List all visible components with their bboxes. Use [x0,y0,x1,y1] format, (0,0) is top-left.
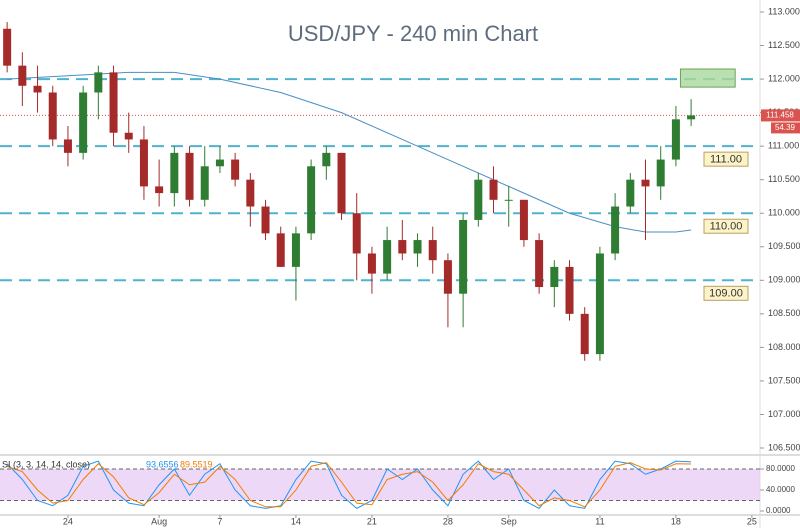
x-tick-label: 7 [217,516,222,526]
candle-body [580,313,589,355]
candle-body [261,206,270,234]
candle-body [459,219,468,294]
candle-body [428,240,437,261]
rsi-tick-label: 40.0000 [766,485,795,494]
candle-body [367,253,376,274]
x-tick-label: Aug [151,516,167,526]
candle-body [3,28,12,66]
moving-average [7,71,692,233]
badge-label: 54.39 [775,123,796,132]
candle-body [139,139,148,187]
candle-body [413,240,422,254]
candle-body [687,115,696,120]
candle-body [276,233,285,267]
candle-body [185,152,194,200]
candle-body [383,240,392,274]
level-label: 111.00 [710,154,742,166]
candle-body [170,152,179,194]
y-tick-label: 110.000 [768,208,800,218]
candle-body [291,233,300,267]
candle-body [200,166,209,200]
level-label-box [703,218,749,234]
x-tick-label: 18 [671,516,681,526]
level-label-box [703,285,749,301]
y-tick-label: 108.500 [768,308,800,318]
candle-body [656,159,665,187]
candle-body [337,152,346,214]
candle-body [33,85,42,93]
rsi-value-label: 93.6556 [146,459,179,469]
y-tick-label: 111.000 [768,141,799,151]
candle-body [504,199,513,201]
candle-body [352,213,361,254]
candle-body [155,186,164,194]
candle-body [307,166,316,234]
level-label-box [703,151,749,167]
badge-box [771,122,800,134]
candle-body [535,240,544,288]
candle-body [48,92,57,140]
x-tick-label: 28 [443,516,453,526]
last-price-box [761,109,800,122]
candle-body [671,119,680,160]
chart-title: USD/JPY - 240 min Chart [288,21,538,46]
level-label: 110.00 [710,221,743,233]
candle-body [231,159,240,180]
candle-body [474,179,483,220]
rsi-line [6,462,692,508]
y-tick-label: 110.500 [768,174,800,184]
candle-body [398,240,407,254]
candle-body [109,72,118,133]
candle-body [79,92,88,153]
candle-body [215,159,224,167]
x-tick-label: 21 [367,516,377,526]
last-price-label: 111.458 [766,111,794,120]
x-tick-label: 24 [63,516,73,526]
y-tick-label: 106.500 [768,442,800,452]
candle-body [322,152,331,167]
candle-body [595,253,604,355]
candle-body [443,260,452,294]
y-tick-label: 113.000 [768,6,800,16]
candle-body [246,179,255,207]
candle-body [611,206,620,254]
candle-body [124,132,133,140]
rsi-value-label: 89.5519 [180,459,213,469]
candle-body [641,179,650,187]
candle-body [94,72,103,93]
x-tick-label: 25 [747,516,757,526]
y-tick-label: 107.000 [768,409,800,419]
candle-body [626,179,635,207]
rsi-tick-label: 0.0000 [766,506,791,515]
rsi-tick-label: 80.0000 [766,464,795,473]
target-zone [679,68,736,88]
x-tick-label: Sep [501,516,517,526]
y-tick-label: 112.500 [768,40,800,50]
candle-body [550,266,559,288]
candle-body [63,139,72,153]
candle-body [18,65,27,86]
candle-body [489,179,498,200]
y-tick-label: 109.000 [768,275,800,285]
y-tick-label: 109.500 [768,241,800,251]
x-tick-label: 11 [595,516,604,526]
candle-body [519,199,528,241]
rsi-label: SI (3, 3, 14, 14, close) [2,459,90,469]
rsi-line [6,460,692,510]
y-tick-label: 108.000 [768,342,800,352]
level-label: 109.00 [709,288,743,300]
x-tick-label: 14 [291,516,301,526]
y-tick-label: 112.000 [768,73,800,83]
y-tick-label: 107.500 [768,375,800,385]
candle-body [565,266,574,314]
